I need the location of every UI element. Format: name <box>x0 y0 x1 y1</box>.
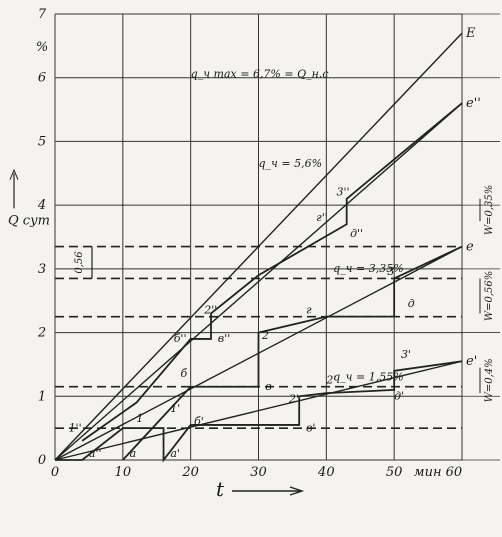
y-tick-label: 5 <box>38 134 46 149</box>
x-tick-label: 50 <box>386 465 403 480</box>
x-axis-label: t <box>216 477 225 501</box>
point-label: в'' <box>218 332 230 345</box>
y-tick-label: 2 <box>37 326 46 341</box>
point-label: 3'' <box>337 186 350 199</box>
point-label: д <box>408 297 415 310</box>
demand-line-label: q_ч = 5,6% <box>259 157 323 170</box>
point-label: a <box>130 447 137 460</box>
point-label: в' <box>306 421 315 434</box>
y-unit-label: % <box>36 40 48 55</box>
x-tick-label: мин 60 <box>414 465 462 480</box>
x-tick-label: 40 <box>317 465 335 480</box>
supply-line-lower <box>55 360 463 463</box>
side-label: W=0,35% <box>484 185 495 235</box>
demand-line-label: q_ч = 1,55% <box>333 370 404 383</box>
point-label: в <box>265 380 271 393</box>
point-label: 3 <box>387 265 394 278</box>
x-tick-label: 30 <box>250 465 267 480</box>
y-tick-label: 0 <box>38 453 46 468</box>
point-label: a'' <box>89 447 102 460</box>
demand-line-label: q_ч max = 6,7% = Q_н.с <box>191 68 329 81</box>
demand-line <box>54 102 463 461</box>
point-label: б'' <box>174 332 187 345</box>
x-axis-arrowhead <box>289 486 305 496</box>
x-tick-label: 20 <box>181 465 199 480</box>
demand-end-label: e <box>466 240 474 255</box>
y-tick-label: 1 <box>38 389 46 404</box>
demand-line <box>54 32 463 461</box>
supply-line-middle <box>122 245 463 461</box>
demand-line-label: q_ч = 3,35% <box>333 262 404 275</box>
side-label: W=0,4% <box>484 358 495 402</box>
point-label: б <box>180 367 187 380</box>
point-label: 1 <box>136 412 143 425</box>
y-tick-label: 3 <box>38 262 46 277</box>
demand-end-label: e' <box>466 354 477 369</box>
point-label: б' <box>194 415 204 428</box>
point-label: г <box>306 303 312 316</box>
point-label: 1' <box>170 402 180 415</box>
point-label: 2' <box>325 374 336 387</box>
y-tick-label: 7 <box>38 7 47 22</box>
y-axis-label: Q сут <box>8 213 50 228</box>
y-axis-arrowhead <box>9 168 19 180</box>
point-label: a' <box>170 447 180 460</box>
point-label: 1'' <box>69 421 82 434</box>
y-tick-label: 4 <box>37 198 46 213</box>
point-label: д'' <box>350 227 363 240</box>
left-bracket-label: 0,56 <box>74 251 85 274</box>
demand-end-label: e'' <box>466 96 481 111</box>
demand-end-label: E <box>465 26 476 41</box>
supply-line-upper <box>81 102 463 442</box>
point-label: д' <box>394 389 404 402</box>
x-tick-label: 10 <box>115 465 132 480</box>
point-label: 2 <box>261 329 269 342</box>
x-tick-label: 0 <box>51 465 59 480</box>
point-label: 2'' <box>203 303 217 316</box>
side-label: W=0,56% <box>484 271 495 321</box>
point-label: г'' <box>316 211 328 224</box>
y-tick-label: 6 <box>38 71 46 86</box>
point-label: 3' <box>401 348 411 361</box>
point-label: 2' <box>288 393 299 406</box>
